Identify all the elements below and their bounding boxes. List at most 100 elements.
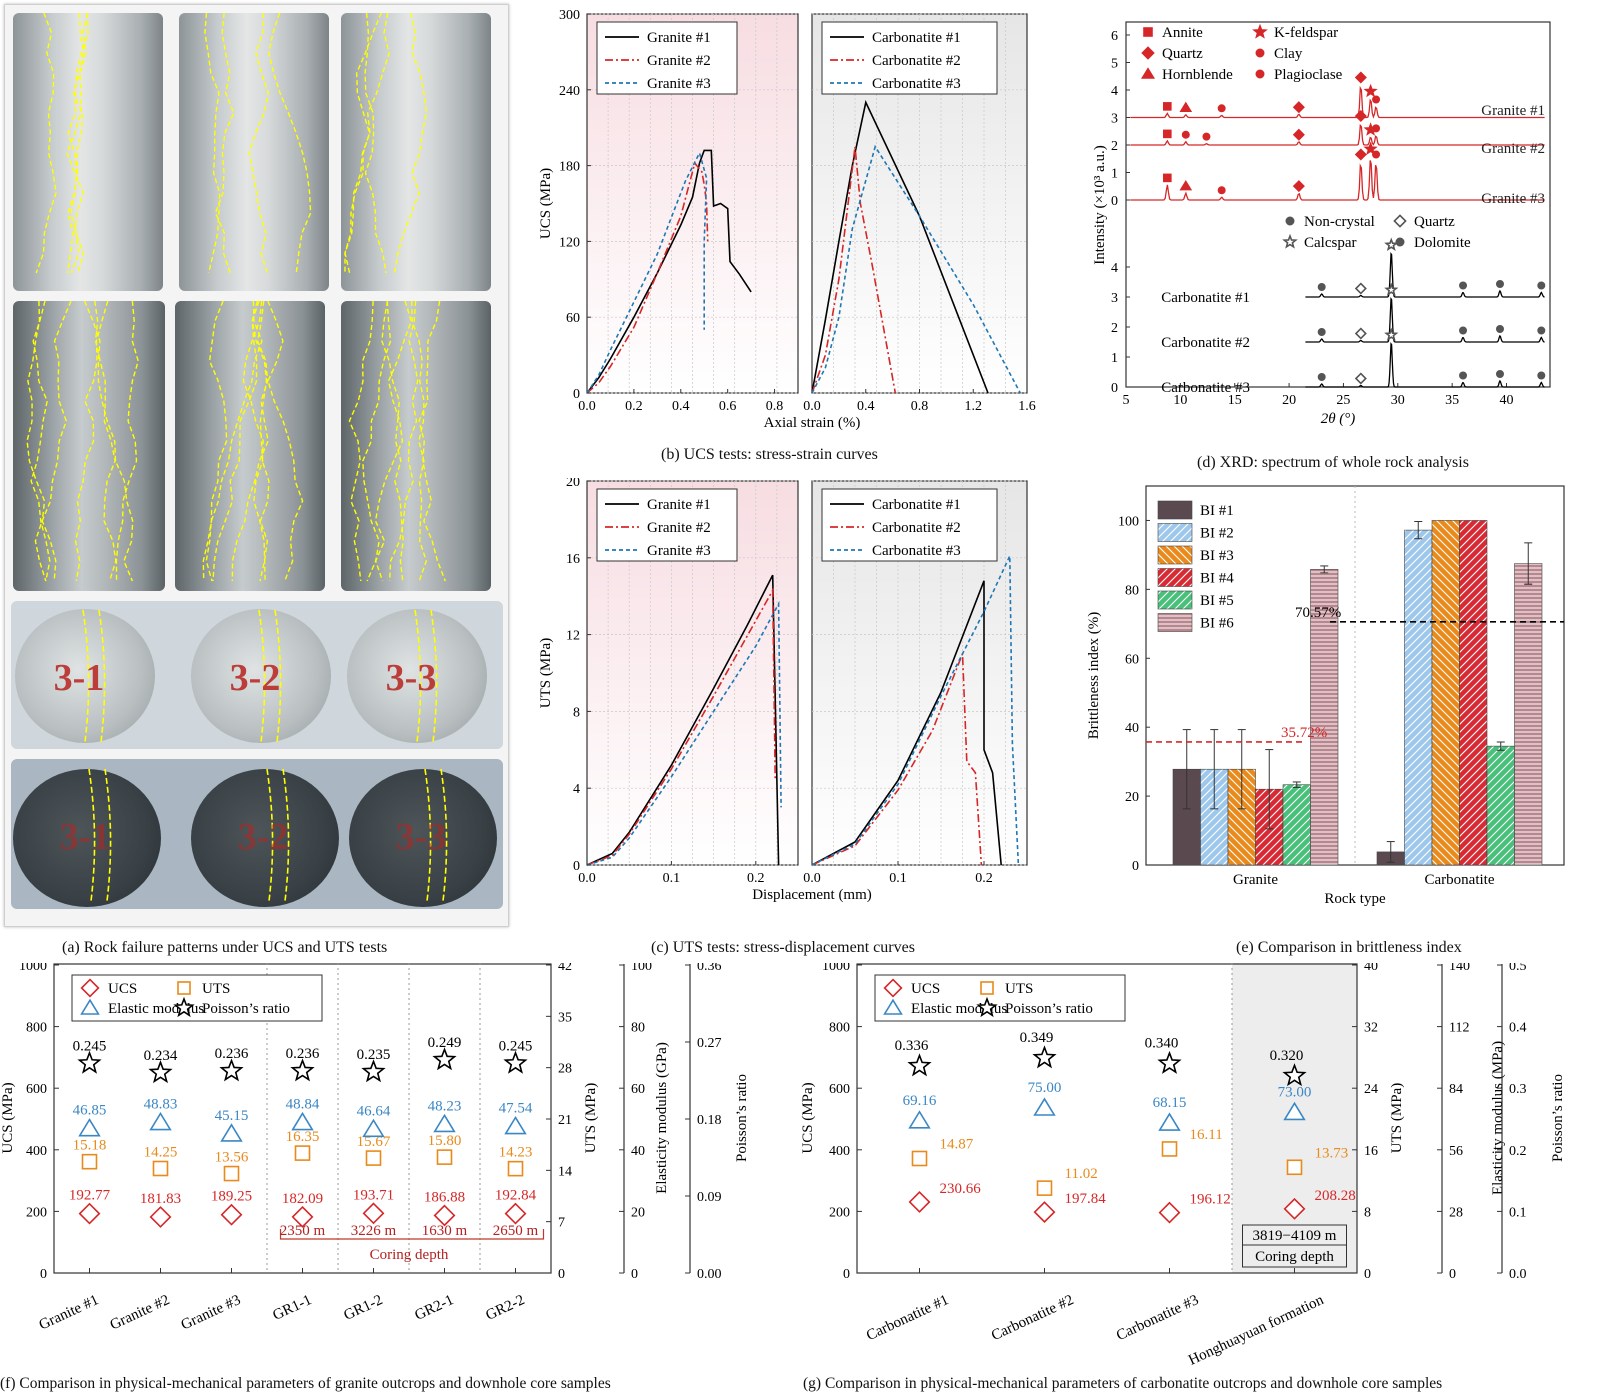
y-tick-label: 0.4 (1509, 1021, 1527, 1036)
y-tick-label: 0 (40, 1267, 47, 1282)
data-label: 0.320 (1270, 1048, 1304, 1064)
data-label: 68.15 (1153, 1095, 1187, 1111)
x-tick-label: 0.0 (578, 399, 596, 414)
peak-marker (1163, 102, 1172, 111)
x-tick-label: 20 (1282, 393, 1296, 408)
x-tick-label: 0.2 (975, 871, 993, 886)
legend-marker (80, 998, 100, 1015)
data-point (507, 1160, 524, 1177)
data-point (433, 1204, 456, 1227)
category-label: Carbonatite (1425, 872, 1495, 888)
sample-mark: 3-2 (230, 657, 281, 699)
data-label: 0.245 (73, 1038, 107, 1054)
data-point (361, 1059, 386, 1083)
y-tick-label: 180 (559, 160, 580, 175)
data-point (291, 1111, 314, 1131)
rock-failure-photos: 3-1 3-2 3-3 3-1 3-2 3-3 (4, 4, 509, 927)
category-label: Honghuayuan formation (1186, 1292, 1326, 1369)
carbonatite-parameters-chart: 0 200 400 600 800 1000 UCS (MPa) 0 8 16 24 32 40 UTS … (800, 963, 1566, 1369)
y-tick-label: 7 (558, 1216, 565, 1231)
spectrum-line (1130, 160, 1545, 201)
legend-label: Quartz (1414, 214, 1455, 230)
caption-a: (a) Rock failure patterns under UCS and … (62, 939, 388, 956)
y-tick-label: 35 (558, 1010, 572, 1025)
data-point (1161, 1141, 1178, 1157)
y-tick-label: 14 (558, 1164, 572, 1179)
granite-panel: 0.0 0.1 0.2 Granite #1 Granite #2 Granite #3 (578, 480, 799, 886)
y-tick-label: 28 (558, 1062, 572, 1077)
fracture-trace (34, 300, 72, 582)
y-tick-label: 40 (631, 1144, 645, 1159)
plot-area (856, 963, 1358, 1274)
fracture-trace (115, 300, 139, 582)
peak-marker (1217, 186, 1226, 195)
data-label: 0.236 (215, 1046, 249, 1062)
y-tick-label: 60 (631, 1082, 645, 1097)
y-tick-label: 0 (1111, 194, 1118, 209)
y-tick-label: 1000 (822, 963, 850, 974)
y-tick-label: 8 (1364, 1205, 1371, 1220)
y-tick-label: 80 (1125, 583, 1139, 598)
fracture-trace (231, 300, 269, 582)
legend-label: Quartz (1162, 46, 1203, 62)
y-tick-label: 32 (1364, 1021, 1378, 1036)
data-point (504, 1202, 527, 1225)
sample-mark: 3-1 (60, 816, 111, 858)
data-point (907, 1053, 932, 1077)
peak-marker (1317, 283, 1326, 291)
axis-label-2: Elasticity modulus (MPa) (1490, 1041, 1506, 1195)
peak-marker (1372, 150, 1381, 159)
data-label: 73.00 (1278, 1084, 1312, 1100)
bar (1514, 563, 1543, 866)
uts-granite-disks (11, 601, 503, 749)
y-tick-label: 16 (566, 552, 580, 567)
legend-swatch (1157, 613, 1193, 632)
fracture-trace (82, 609, 90, 743)
fracture-trace (204, 12, 221, 274)
caption-f: (f) Comparison in physical-mechanical pa… (0, 1375, 611, 1392)
peak-marker (1317, 373, 1326, 381)
fracture-trace (366, 300, 413, 582)
uts-carbonatite-disk-1 (13, 769, 161, 907)
fracture-trace (26, 300, 57, 582)
legend-label: Granite #2 (647, 520, 711, 536)
data-label: 0.245 (499, 1038, 533, 1054)
y-tick-label: 0.27 (697, 1036, 722, 1051)
y-tick-label: 5 (1111, 57, 1118, 72)
fracture-trace (267, 300, 304, 582)
legend-label: Calcspar (1304, 235, 1356, 251)
y-tick-label: 0 (1449, 1267, 1456, 1282)
legend-label: UTS (1005, 981, 1033, 997)
axis-label-2: Elasticity modulus (GPa) (654, 1042, 670, 1194)
y-tick-label: 140 (1449, 963, 1470, 974)
legend-box (821, 488, 998, 562)
data-point (220, 1203, 243, 1226)
fracture-trace (212, 300, 258, 582)
legend-label: Dolomite (1414, 235, 1471, 251)
data-label: 75.00 (1028, 1080, 1062, 1096)
legend-label: Carbonatite #2 (872, 520, 961, 536)
peak-marker (1495, 280, 1504, 288)
legend-marker (1285, 216, 1295, 226)
legend-label: Carbonatite #3 (872, 543, 961, 559)
peak-marker (1179, 101, 1193, 113)
fracture-trace (202, 300, 228, 582)
category-label: Carbonatite #3 (1114, 1292, 1201, 1344)
series-line (586, 600, 782, 866)
fracture-trace (67, 12, 85, 274)
bar (1282, 784, 1311, 866)
legend-swatch (1157, 545, 1193, 565)
peak-marker (1354, 372, 1367, 385)
y-axis-label: UTS (MPa) (538, 638, 554, 708)
y-tick-label: 16 (1364, 1144, 1378, 1159)
peak-marker (1372, 95, 1381, 104)
legend-marker (173, 996, 195, 1018)
data-point (1158, 1112, 1181, 1131)
peak-marker (1292, 101, 1305, 114)
legend-label: Elastic modulus (108, 1001, 204, 1017)
peak-marker (1292, 128, 1305, 141)
x-tick-label: 0.2 (747, 871, 765, 886)
legend-label: Carbonatite #1 (872, 497, 961, 513)
y-tick-label: 112 (1449, 1021, 1469, 1036)
x-axis-label: Axial strain (%) (764, 415, 861, 431)
